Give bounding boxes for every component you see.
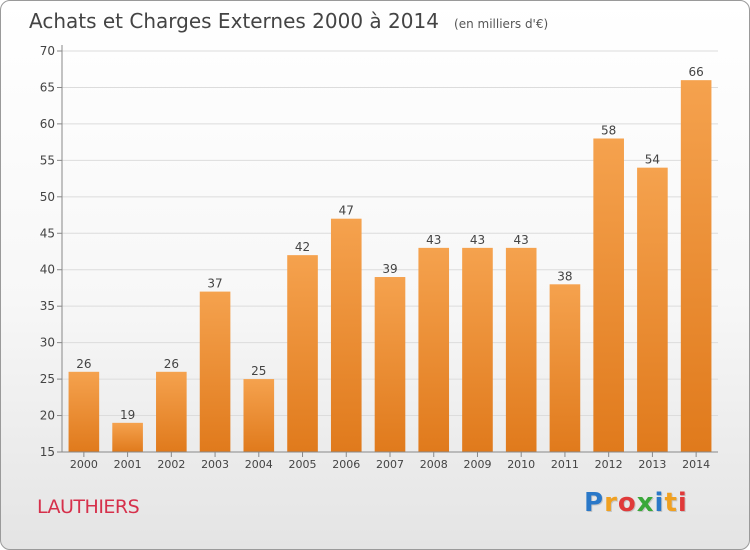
x-tick-label: 2013 [638,458,666,471]
y-tick-label: 35 [40,299,55,313]
bar-value-label: 25 [251,364,266,378]
x-tick-label: 2001 [114,458,142,471]
bar-2006 [330,218,362,452]
x-tick-label: 2012 [595,458,623,471]
y-tick-label: 65 [40,80,55,94]
bar-value-label: 37 [207,277,222,291]
y-tick-label: 40 [40,263,55,277]
bar-2001 [112,422,143,452]
bar-2013 [637,167,668,452]
y-tick-label: 70 [40,44,55,58]
bar-2014 [680,80,712,452]
bar-2009 [462,247,493,452]
bar-2005 [287,255,318,452]
x-tick-label: 2009 [463,458,491,471]
bar-2000 [68,371,100,452]
bar-value-label: 42 [295,240,310,254]
bar-value-label: 66 [688,65,703,79]
x-tick-label: 2011 [551,458,579,471]
bar-2008 [418,247,450,452]
x-tick-label: 2000 [70,458,98,471]
bar-value-label: 19 [120,408,135,422]
x-tick-label: 2002 [157,458,185,471]
logo-letter: o [617,488,637,518]
bar-2002 [156,371,187,452]
bar-2012 [593,138,624,452]
bar-2011 [549,284,581,452]
y-tick-label: 30 [40,336,55,350]
logo-letter: x [636,488,655,518]
y-tick-label: 60 [40,117,55,131]
bar-value-label: 26 [76,357,91,371]
bar-value-label: 54 [645,153,660,167]
x-tick-label: 2006 [332,458,360,471]
chart-unit: (en milliers d'€) [454,17,549,31]
x-tick-label: 2005 [289,458,317,471]
y-tick-label: 25 [40,372,55,386]
chart-title: Achats et Charges Externes 2000 à 2014 [29,9,439,33]
bar-2010 [505,247,537,452]
logo-letter: P [584,488,605,518]
bar-value-label: 58 [601,123,616,137]
labels: 15 20 25 30 35 40 45 50 55 60 65 70 26 2000 19 2001 26 20… [40,44,710,471]
y-tick-label: 45 [40,226,55,240]
logo-letter: i [654,488,665,518]
x-tick-label: 2008 [420,458,448,471]
title-row: Achats et Charges Externes 2000 à 2014 (… [29,9,548,33]
logo-letter: i [677,488,688,518]
logo-letter: t [664,488,678,518]
y-tick-label: 50 [40,190,55,204]
bar-2007 [374,277,406,452]
proxiti-logo[interactable]: Proxiti [584,488,688,518]
bars [68,80,712,452]
bar-value-label: 47 [339,204,354,218]
bar-value-label: 39 [382,262,397,276]
x-tick-label: 2004 [245,458,273,471]
bar-value-label: 43 [426,233,441,247]
y-tick-label: 20 [40,409,55,423]
bar-value-label: 26 [164,357,179,371]
bar-value-label: 38 [557,269,572,283]
axes [57,45,718,457]
commune-name: LAUTHIERS [37,496,140,518]
x-tick-label: 2003 [201,458,229,471]
logo-letter: r [604,488,618,518]
y-tick-label: 15 [40,445,55,459]
bar-value-label: 43 [514,233,529,247]
x-tick-label: 2014 [682,458,710,471]
bar-2003 [199,291,231,452]
x-tick-label: 2007 [376,458,404,471]
x-tick-label: 2010 [507,458,535,471]
bar-2004 [243,379,275,452]
y-tick-label: 55 [40,153,55,167]
bar-value-label: 43 [470,233,485,247]
